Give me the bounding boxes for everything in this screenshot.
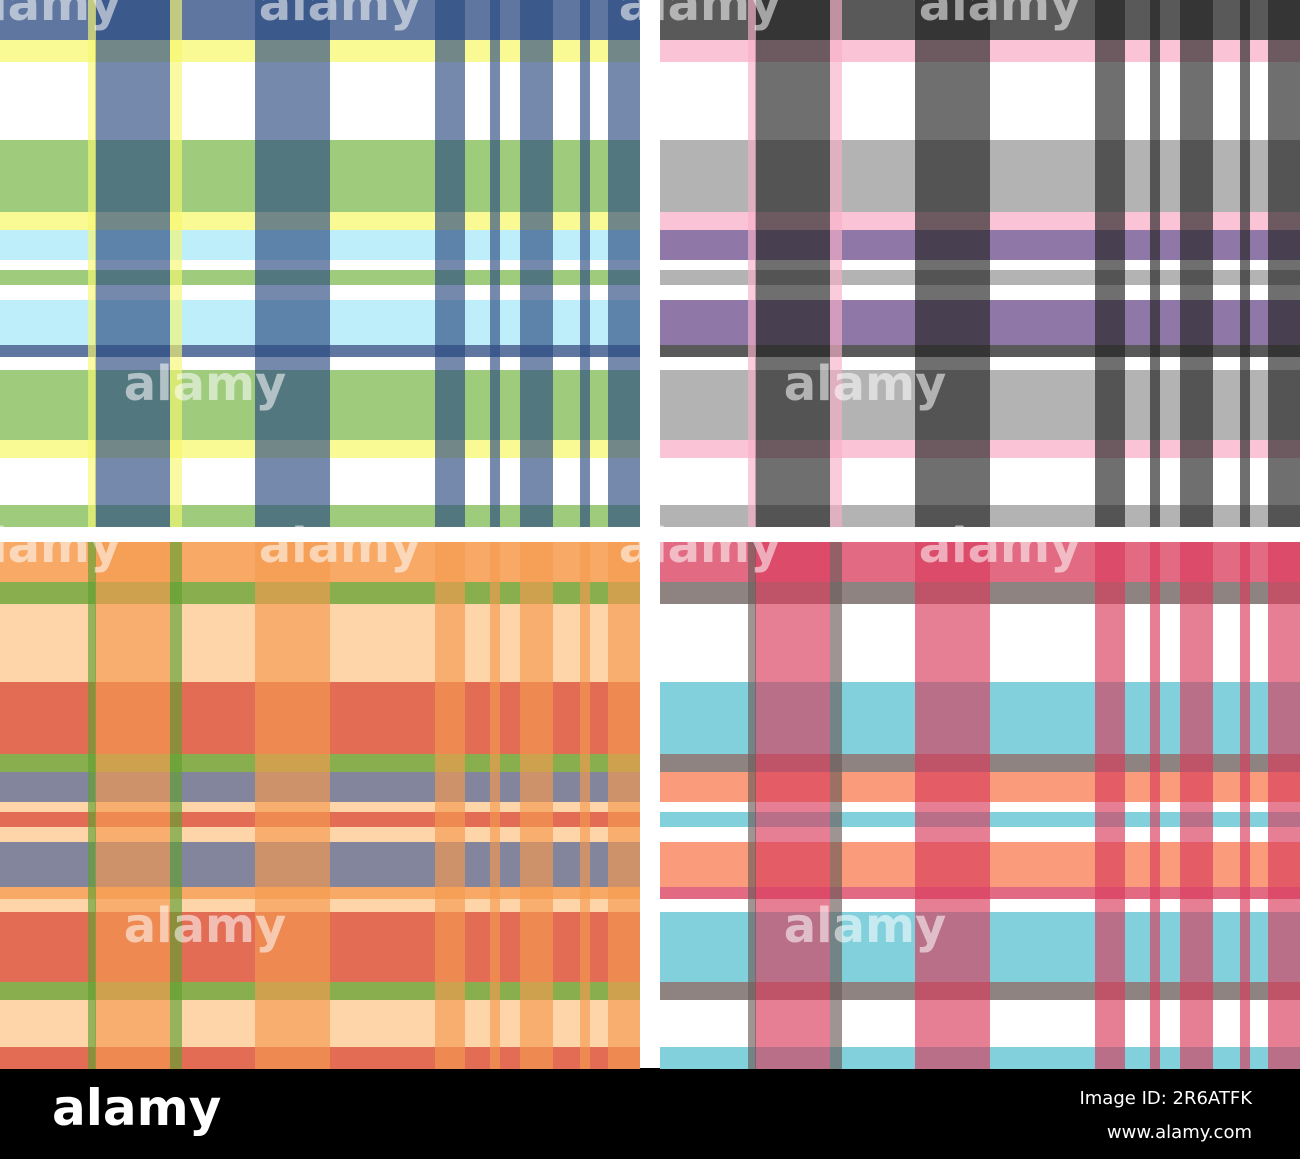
v-stripe [755,0,830,527]
v-stripe [608,542,640,1069]
v-stripe [1240,542,1250,1069]
v-stripe [608,0,640,527]
v-stripe [520,542,553,1069]
v-stripe [915,0,990,527]
watermark: alamy [124,898,287,954]
watermark: alamy [0,0,121,32]
v-stripe [435,0,465,527]
v-stripe [748,0,756,527]
watermark: alamy [259,518,422,574]
v-stripe [1240,0,1250,527]
watermark: alamy [124,356,287,412]
watermark: alamy [0,518,121,574]
v-stripe [170,542,182,1069]
v-stripe [1180,542,1213,1069]
v-stripe [830,0,842,527]
plaid-panel: alamy alamy alamy [619,518,1300,1069]
v-stripe [580,0,590,527]
v-stripe [95,0,170,527]
v-stripe [1095,542,1125,1069]
v-stripe [490,542,500,1069]
v-stripe [830,542,842,1069]
v-stripe [255,0,330,527]
watermark: alamy [619,518,782,574]
watermark: alamy [784,898,947,954]
v-stripe [170,0,182,527]
v-stripe [748,542,756,1069]
plaid-panel: alamy alamy alamy [0,518,640,1069]
watermark: alamy [784,356,947,412]
v-stripe [755,542,830,1069]
plaid-panel: alamy alamy alamy [619,0,1300,527]
v-stripe [915,542,990,1069]
v-stripe [1095,0,1125,527]
v-stripe [1150,542,1160,1069]
v-stripe [88,0,96,527]
watermark: alamy [619,0,782,32]
v-stripe [490,0,500,527]
v-stripe [1268,0,1300,527]
image-id: Image ID: 2R6ATFK [1079,1088,1253,1109]
plaid-panel: alamy alamy alamy [0,0,640,527]
v-stripe [95,542,170,1069]
v-stripe [1180,0,1213,527]
v-stripe [88,542,96,1069]
watermark: alamy [259,0,422,32]
footer-logo: alamy [52,1079,221,1137]
v-stripe [1268,542,1300,1069]
footer-bar [0,1068,1300,1159]
v-stripe [520,0,553,527]
v-stripe [1150,0,1160,527]
v-stripe [580,542,590,1069]
v-stripe [255,542,330,1069]
site-url: www.alamy.com [1107,1122,1252,1143]
v-stripe [435,542,465,1069]
watermark: alamy [919,0,1082,32]
watermark: alamy [919,518,1082,574]
